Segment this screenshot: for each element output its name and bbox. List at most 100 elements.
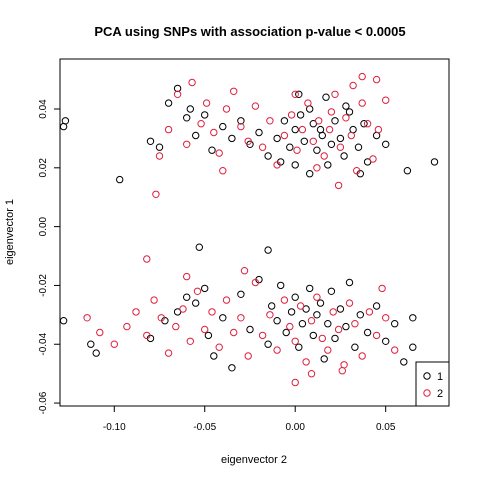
data-point-series-2 bbox=[298, 125, 307, 134]
data-point-series-1 bbox=[306, 170, 314, 178]
data-point-series-2 bbox=[266, 117, 274, 125]
data-point-series-2 bbox=[183, 140, 191, 149]
data-point-series-2 bbox=[291, 90, 299, 99]
data-point-series-2 bbox=[183, 272, 191, 281]
data-point-series-2 bbox=[210, 128, 218, 137]
data-point-series-1 bbox=[264, 246, 272, 254]
data-point-series-2 bbox=[293, 146, 301, 154]
data-point-series-2 bbox=[363, 120, 372, 128]
data-point-series-2 bbox=[296, 302, 305, 310]
data-point-series-1 bbox=[268, 302, 276, 310]
data-point-series-1 bbox=[295, 343, 303, 351]
data-point-series-2 bbox=[172, 322, 180, 331]
data-point-series-2 bbox=[258, 331, 267, 340]
data-point-series-2 bbox=[240, 267, 249, 275]
data-point-series-2 bbox=[374, 125, 383, 134]
data-point-series-1 bbox=[363, 328, 372, 337]
data-point-series-1 bbox=[391, 320, 399, 328]
data-point-series-2 bbox=[309, 137, 317, 146]
data-point-series-1 bbox=[291, 125, 299, 134]
data-point-series-2 bbox=[230, 328, 238, 337]
data-point-series-1 bbox=[316, 299, 325, 307]
y-axis: -0.06 -0.04 -0.02 0.00 0.02 0.04 bbox=[38, 99, 60, 414]
data-point-series-2 bbox=[391, 346, 399, 354]
data-point-series-2 bbox=[351, 320, 359, 328]
data-point-series-1 bbox=[173, 84, 182, 93]
data-point-series-2 bbox=[157, 314, 166, 322]
data-point-series-2 bbox=[342, 114, 350, 122]
data-point-series-2 bbox=[369, 155, 377, 163]
data-point-series-2 bbox=[313, 164, 321, 172]
data-point-series-1 bbox=[164, 99, 173, 107]
data-point-series-2 bbox=[382, 96, 390, 104]
data-point-series-2 bbox=[273, 161, 281, 169]
data-point-series-2 bbox=[230, 87, 238, 96]
x-tick-label: -0.10 bbox=[103, 422, 126, 433]
data-point-series-1 bbox=[296, 111, 305, 119]
data-point-series-2 bbox=[164, 125, 173, 134]
legend-box bbox=[415, 361, 450, 407]
data-point-series-1 bbox=[331, 334, 339, 343]
data-point-series-1 bbox=[237, 117, 245, 125]
data-point-series-2 bbox=[251, 278, 260, 287]
data-point-series-2 bbox=[382, 314, 390, 322]
data-point-series-1 bbox=[309, 331, 317, 340]
data-point-series-2 bbox=[173, 90, 182, 99]
data-point-series-2 bbox=[186, 337, 195, 345]
legend-marker-series-2 bbox=[423, 389, 431, 397]
data-point-series-2 bbox=[244, 137, 252, 146]
plot-frame bbox=[59, 58, 450, 407]
data-point-series-2 bbox=[291, 337, 299, 345]
data-point-series-1 bbox=[192, 299, 200, 307]
y-tick-label: 0.02 bbox=[38, 158, 49, 178]
data-point-series-2 bbox=[331, 90, 339, 99]
data-point-series-1 bbox=[264, 152, 272, 160]
data-point-series-1 bbox=[306, 284, 314, 293]
data-point-series-1 bbox=[400, 358, 408, 366]
data-point-series-2 bbox=[96, 328, 104, 337]
data-point-series-2 bbox=[304, 99, 312, 107]
x-tick-label: -0.05 bbox=[193, 422, 216, 433]
data-point-series-2 bbox=[286, 322, 294, 331]
data-point-series-1 bbox=[331, 117, 339, 125]
data-point-series-1 bbox=[382, 140, 390, 149]
data-point-series-1 bbox=[183, 114, 191, 122]
data-point-series-2 bbox=[110, 340, 119, 348]
data-point-series-1 bbox=[192, 131, 200, 140]
data-point-series-2 bbox=[155, 152, 164, 160]
data-point-series-1 bbox=[342, 322, 350, 331]
y-tick-label: 0.04 bbox=[38, 99, 49, 119]
data-point-series-2 bbox=[179, 305, 187, 313]
data-point-series-1 bbox=[360, 120, 368, 128]
data-point-series-2 bbox=[327, 108, 336, 116]
data-point-series-1 bbox=[409, 343, 417, 351]
legend-marker-series-1 bbox=[423, 372, 431, 380]
data-point-series-1 bbox=[320, 355, 328, 363]
data-point-series-2 bbox=[287, 111, 296, 119]
data-point-series-2 bbox=[365, 308, 374, 316]
data-point-series-2 bbox=[324, 346, 332, 354]
data-point-series-1 bbox=[313, 146, 321, 154]
data-point-series-2 bbox=[258, 143, 267, 151]
data-point-series-2 bbox=[83, 314, 91, 322]
data-point-series-1 bbox=[300, 137, 308, 146]
data-point-series-1 bbox=[327, 287, 336, 295]
data-point-series-1 bbox=[282, 328, 290, 337]
data-point-series-1 bbox=[354, 143, 363, 151]
data-point-series-2 bbox=[313, 293, 321, 301]
data-point-series-2 bbox=[215, 149, 223, 157]
data-point-series-1 bbox=[255, 128, 263, 137]
data-point-series-2 bbox=[143, 331, 151, 340]
data-point-series-1 bbox=[155, 143, 164, 151]
data-point-series-2 bbox=[280, 131, 289, 140]
legend-label-series-1: 1 bbox=[437, 371, 443, 383]
data-point-series-1 bbox=[356, 311, 364, 319]
data-point-series-2 bbox=[291, 378, 299, 387]
data-point-series-1 bbox=[430, 158, 439, 166]
data-point-series-1 bbox=[286, 143, 294, 151]
data-point-series-2 bbox=[315, 117, 323, 125]
data-point-series-2 bbox=[338, 367, 346, 375]
x-tick-label: 0.05 bbox=[376, 422, 396, 433]
y-axis-label: eigenvector 1 bbox=[4, 199, 16, 265]
